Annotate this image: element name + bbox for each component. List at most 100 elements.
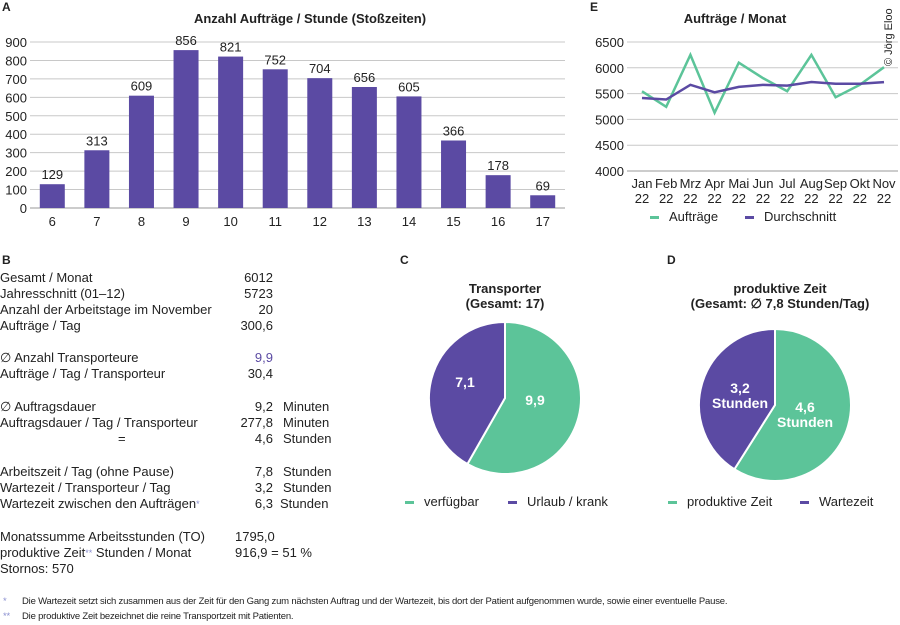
x-tick-label: Jun	[753, 176, 774, 191]
legend-swatch	[405, 501, 414, 504]
x-tick-label: Feb	[655, 176, 677, 191]
pie-c-title-line2: (Gesamt: 17)	[405, 296, 605, 311]
x-tick-label: Apr	[704, 176, 725, 191]
row-value: 1795,0	[235, 529, 275, 545]
row-value: 30,4	[193, 366, 273, 382]
x-tick-label: 22	[780, 191, 794, 206]
slice-label: Stunden	[777, 414, 833, 430]
legend-label: Urlaub / krank	[527, 494, 608, 509]
bar	[174, 50, 199, 208]
y-tick-label: 800	[5, 53, 27, 68]
y-tick-label: 300	[5, 146, 27, 161]
row-label-text: ∅ Anzahl Transporteure	[0, 350, 139, 365]
row-label-text: Gesamt / Monat	[0, 270, 92, 285]
x-tick-label: Okt	[850, 176, 871, 191]
row-label: ∅ Auftragsdauer	[0, 399, 96, 415]
legend-item-auftraege: Aufträge	[650, 209, 718, 224]
y-tick-label: 4000	[595, 164, 624, 179]
footnote-marker: **	[3, 611, 10, 622]
y-tick-label: 5500	[595, 87, 624, 102]
x-tick-label: 16	[491, 214, 505, 229]
legend-item-durchschnitt: Durchschnitt	[745, 209, 836, 224]
row-value: 277,8	[193, 415, 273, 431]
panel-letter-d: D	[667, 253, 676, 267]
x-tick-label: 9	[182, 214, 189, 229]
x-tick-label: 7	[93, 214, 100, 229]
bar-chart: 0100200300400500600700800900129631376098…	[0, 0, 580, 235]
data-label: 605	[398, 79, 420, 94]
x-tick-label: 13	[357, 214, 371, 229]
x-tick-label: 22	[756, 191, 770, 206]
x-tick-label: 22	[828, 191, 842, 206]
table-row: Stornos: 570	[0, 561, 360, 577]
x-tick-label: 22	[804, 191, 818, 206]
row-value: 5723	[193, 286, 273, 302]
legend-swatch	[508, 501, 517, 504]
row-label: ∅ Anzahl Transporteure	[0, 350, 139, 366]
y-tick-label: 700	[5, 72, 27, 87]
row-value: 4,6	[193, 431, 273, 447]
data-label: 704	[309, 61, 331, 76]
bar	[486, 175, 511, 208]
row-value: 6012	[193, 270, 273, 286]
row-label-text: Aufträge / Tag / Transporteur	[0, 366, 165, 381]
y-tick-label: 6000	[595, 61, 624, 76]
footnote-text: Die Wartezeit setzt sich zusammen aus de…	[22, 596, 727, 607]
row-value: 7,8	[193, 464, 273, 480]
slice-label: 3,2	[730, 380, 750, 396]
row-label: Wartezeit / Transporteur / Tag	[0, 480, 171, 496]
bar	[307, 78, 332, 208]
legend-label: verfügbar	[424, 494, 479, 509]
footnote-2: **Die produktive Zeit bezeichnet die rei…	[0, 611, 900, 625]
x-tick-label: Mai	[728, 176, 749, 191]
row-unit: Minuten	[283, 415, 329, 431]
slice-label: 7,1	[455, 374, 475, 390]
data-label: 313	[86, 133, 108, 148]
legend-label: Durchschnitt	[764, 209, 836, 224]
x-tick-label: Jul	[779, 176, 796, 191]
x-tick-label: 15	[446, 214, 460, 229]
legend-item-verfuegbar: verfügbar	[405, 494, 479, 509]
x-tick-label: 12	[313, 214, 327, 229]
bar	[129, 96, 154, 208]
data-label: 178	[487, 158, 509, 173]
y-tick-label: 400	[5, 127, 27, 142]
row-label-text: Anzahl der Arbeitstage im November	[0, 302, 212, 317]
row-label-text: Monatssumme Arbeitsstunden (TO)	[0, 529, 205, 544]
legend-label: Aufträge	[669, 209, 718, 224]
row-unit: Stunden	[280, 496, 328, 512]
row-label-text: Wartezeit / Transporteur / Tag	[0, 480, 171, 495]
slice-label: 9,9	[525, 392, 545, 408]
x-tick-label: 8	[138, 214, 145, 229]
row-value: 20	[193, 302, 273, 318]
bar	[530, 195, 555, 208]
row-unit: Stunden	[283, 464, 331, 480]
row-label-text: Wartezeit zwischen den Aufträgen	[0, 496, 196, 511]
x-tick-label: 22	[635, 191, 649, 206]
row-value: 6,3	[193, 496, 273, 512]
legend-label: produktive Zeit	[687, 494, 772, 509]
legend-item-urlaub-krank: Urlaub / krank	[508, 494, 608, 509]
row-label: Aufträge / Tag / Transporteur	[0, 366, 165, 382]
data-label: 366	[443, 123, 465, 138]
x-tick-label: Nov	[872, 176, 896, 191]
data-label: 752	[264, 52, 286, 67]
row-value: 9,2	[193, 399, 273, 415]
table-row: Aufträge / Tag / Transporteur 30,4	[0, 366, 360, 382]
row-label-text: Jahresschnitt (01–12)	[0, 286, 125, 301]
row-label-text: Stunden / Monat	[92, 545, 191, 560]
slice-label: 4,6	[795, 399, 815, 415]
data-label: 129	[41, 167, 63, 182]
y-tick-label: 500	[5, 109, 27, 124]
y-tick-label: 200	[5, 164, 27, 179]
pie-d-title-line2: (Gesamt: ∅ 7,8 Stunden/Tag)	[660, 296, 900, 312]
